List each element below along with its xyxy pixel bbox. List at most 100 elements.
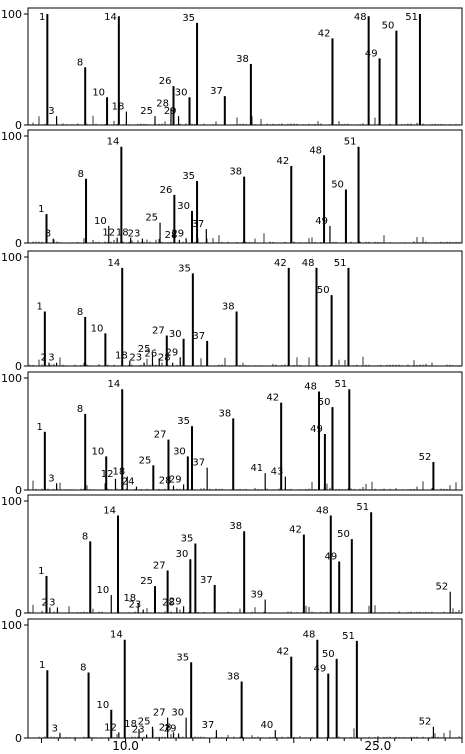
panel-frame <box>27 371 463 491</box>
peak-label-18: 18 <box>112 102 125 113</box>
peak-label-27: 27 <box>154 430 167 441</box>
peak-label-28: 28 <box>159 722 172 733</box>
peak-label-14: 14 <box>110 630 123 641</box>
peak-label-48: 48 <box>309 145 322 156</box>
peak-label-10: 10 <box>91 323 104 334</box>
peak-label-8: 8 <box>77 404 83 415</box>
peak-label-24: 24 <box>122 477 135 488</box>
y-tick-label: 100 <box>1 130 22 143</box>
peak-label-37: 37 <box>192 458 205 469</box>
peak-label-25: 25 <box>138 344 151 355</box>
peak-label-29: 29 <box>164 106 177 117</box>
peak-label-12: 12 <box>104 722 117 733</box>
peak-label-50: 50 <box>322 649 335 660</box>
peak-label-1: 1 <box>38 204 44 215</box>
peak-label-25: 25 <box>140 106 153 117</box>
peak-label-27: 27 <box>153 560 166 571</box>
y-tick-label: 100 <box>1 372 22 385</box>
peak-label-30: 30 <box>177 201 190 212</box>
peak-label-10: 10 <box>97 585 110 596</box>
x-tick-label: 25.0 <box>365 739 392 750</box>
baseline-trace <box>28 604 460 614</box>
peak-label-29: 29 <box>169 474 182 485</box>
peak-label-1: 1 <box>39 12 45 23</box>
chromatogram-panel-4: 0100138101214182425272829303537384142434… <box>1 371 463 497</box>
peak-label-38: 38 <box>229 521 242 532</box>
peak-label-48: 48 <box>354 12 367 23</box>
peak-label-25: 25 <box>140 576 153 587</box>
peak-label-27: 27 <box>152 325 165 336</box>
y-tick-label: 0 <box>15 484 22 497</box>
peak-label-50: 50 <box>318 397 331 408</box>
peak-label-3: 3 <box>48 473 54 484</box>
peak-label-3: 3 <box>49 597 55 608</box>
peak-label-1: 1 <box>38 566 44 577</box>
peak-label-51: 51 <box>335 379 348 390</box>
peak-label-37: 37 <box>202 720 215 731</box>
peak-label-51: 51 <box>344 137 357 148</box>
peak-label-49: 49 <box>315 216 328 227</box>
peak-label-1: 1 <box>36 422 42 433</box>
peak-label-35: 35 <box>182 171 195 182</box>
peak-label-48: 48 <box>303 630 316 641</box>
peak-label-30: 30 <box>176 549 189 560</box>
peak-label-18: 18 <box>123 593 136 604</box>
peak-label-3: 3 <box>48 353 54 364</box>
peak-label-2: 2 <box>41 597 47 608</box>
peak-label-29: 29 <box>164 723 177 734</box>
peak-label-30: 30 <box>175 87 188 98</box>
peak-label-52: 52 <box>435 582 448 593</box>
peak-label-12: 12 <box>102 228 115 239</box>
peak-label-14: 14 <box>107 379 120 390</box>
peak-label-14: 14 <box>103 506 116 517</box>
peak-label-37: 37 <box>200 575 213 586</box>
peak-label-50: 50 <box>382 21 395 32</box>
peak-label-23: 23 <box>132 725 145 736</box>
peak-label-30: 30 <box>171 708 184 719</box>
peak-label-49: 49 <box>365 48 378 59</box>
panel-frame <box>27 618 463 739</box>
peak-label-29: 29 <box>169 596 182 607</box>
peak-label-29: 29 <box>166 347 179 358</box>
chromatogram-panel-6: 0100138101214182325272829303537384042484… <box>1 618 463 745</box>
peak-label-10: 10 <box>92 87 105 98</box>
y-tick-label: 100 <box>1 8 22 21</box>
peak-label-28: 28 <box>159 476 172 487</box>
peak-label-14: 14 <box>104 12 117 23</box>
peak-label-41: 41 <box>250 463 263 474</box>
y-tick-label: 0 <box>15 732 22 745</box>
peak-label-23: 23 <box>128 229 141 240</box>
peak-label-39: 39 <box>250 590 263 601</box>
y-tick-label: 0 <box>15 237 22 250</box>
peak-label-23: 23 <box>129 353 142 364</box>
peak-label-30: 30 <box>169 329 182 340</box>
peak-label-8: 8 <box>80 662 86 673</box>
peak-label-42: 42 <box>266 393 279 404</box>
peak-label-52: 52 <box>419 717 432 728</box>
y-tick-label: 100 <box>1 495 22 508</box>
peak-label-28: 28 <box>158 353 171 364</box>
peak-label-3: 3 <box>48 106 54 117</box>
peak-label-51: 51 <box>342 631 355 642</box>
peak-label-10: 10 <box>91 446 104 457</box>
peak-label-50: 50 <box>331 180 344 191</box>
peak-label-35: 35 <box>178 263 191 274</box>
peak-label-42: 42 <box>277 647 290 658</box>
peak-label-49: 49 <box>324 551 337 562</box>
peak-label-42: 42 <box>318 28 331 39</box>
peak-label-3: 3 <box>52 723 58 734</box>
peak-label-38: 38 <box>222 302 235 313</box>
peak-label-26: 26 <box>144 348 157 359</box>
peak-label-14: 14 <box>107 137 120 148</box>
peak-label-14: 14 <box>107 258 120 269</box>
peak-label-10: 10 <box>94 216 107 227</box>
baseline-trace <box>28 728 460 739</box>
x-axis: 10.0 25.0 <box>40 738 463 753</box>
peak-label-1: 1 <box>39 660 45 671</box>
peak-label-8: 8 <box>78 169 84 180</box>
y-tick-label: 100 <box>1 619 22 632</box>
peak-label-26: 26 <box>160 185 173 196</box>
